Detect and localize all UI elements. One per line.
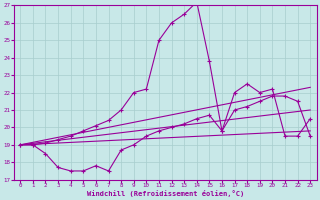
X-axis label: Windchill (Refroidissement éolien,°C): Windchill (Refroidissement éolien,°C) — [87, 190, 244, 197]
